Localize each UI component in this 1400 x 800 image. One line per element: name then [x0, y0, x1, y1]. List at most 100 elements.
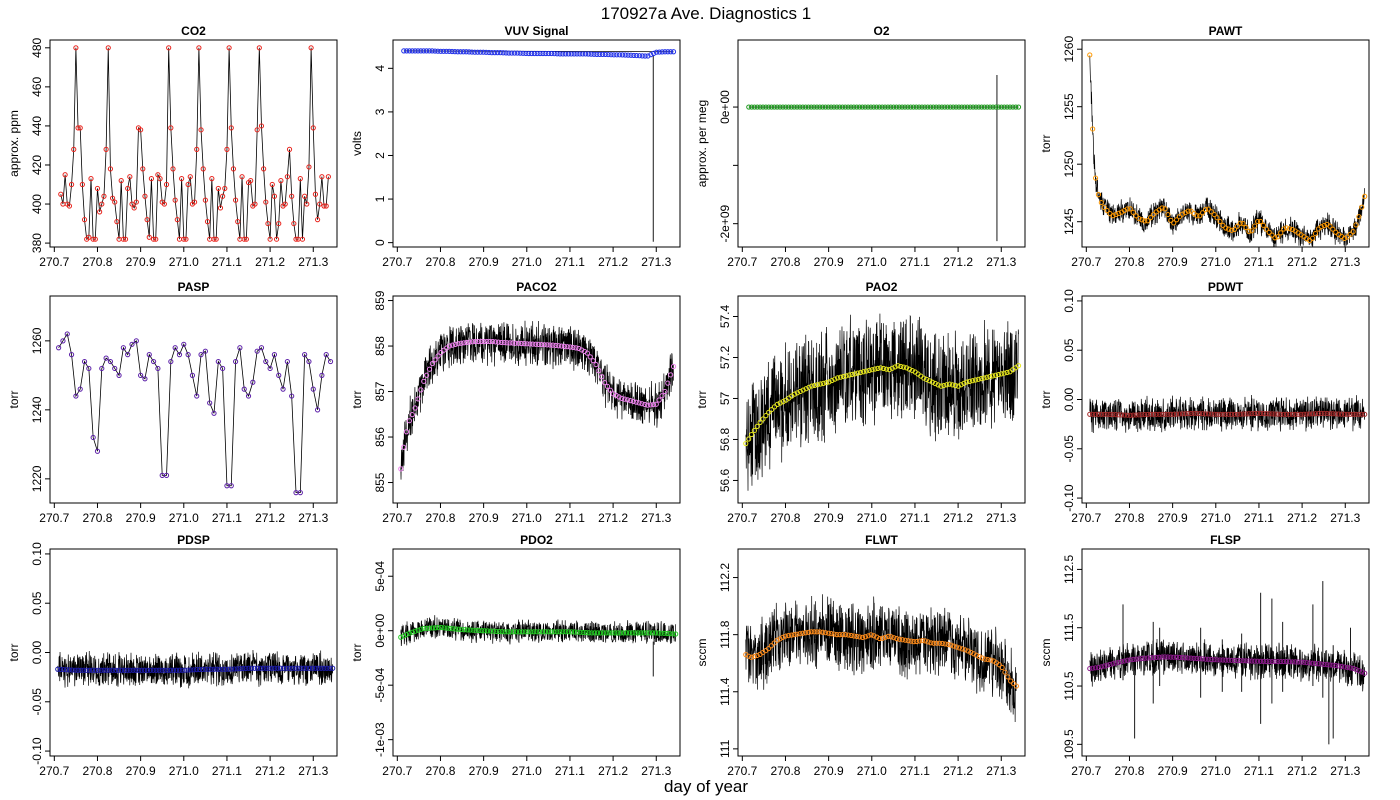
data-point	[1162, 654, 1168, 660]
data-point	[435, 48, 441, 54]
data-point	[77, 125, 83, 131]
data-point	[502, 629, 508, 635]
data-point	[934, 640, 940, 646]
data-point	[785, 632, 792, 639]
y-tick-label: 420	[30, 155, 44, 175]
data-point	[228, 666, 234, 672]
data-point	[1090, 411, 1096, 417]
data-point	[456, 626, 462, 632]
data-point	[1312, 411, 1319, 417]
data-point	[746, 436, 752, 442]
data-point	[952, 382, 958, 389]
data-point	[315, 665, 321, 671]
data-point	[1347, 665, 1353, 671]
panel-title: FLSP	[1210, 533, 1241, 547]
data-point	[194, 146, 200, 152]
data-point	[494, 50, 501, 56]
data-point	[520, 50, 526, 56]
data-point	[876, 104, 883, 110]
data-point	[1153, 411, 1159, 417]
data-point	[916, 638, 923, 644]
data-point	[599, 374, 605, 380]
data-point	[1110, 661, 1116, 667]
data-point	[942, 641, 948, 647]
data-point	[217, 205, 224, 211]
data-point	[1214, 215, 1220, 221]
data-point	[746, 104, 752, 110]
x-tick-label: 271.1	[1244, 255, 1274, 269]
data-point	[996, 104, 1002, 110]
trace-band	[1089, 55, 1366, 247]
data-point	[978, 376, 984, 382]
x-tick-label: 271.3	[1330, 255, 1360, 269]
data-point	[905, 104, 911, 110]
data-point	[1127, 412, 1133, 418]
data-point	[1197, 656, 1203, 662]
data-point	[469, 339, 476, 345]
data-point	[200, 166, 206, 172]
data-point	[546, 50, 552, 57]
data-point	[849, 371, 855, 378]
data-point	[1200, 411, 1206, 417]
y-tick-label: 0.05	[30, 591, 44, 615]
data-point	[1156, 411, 1162, 417]
data-point	[1095, 192, 1102, 198]
data-point	[820, 629, 826, 635]
data-point	[1194, 655, 1200, 662]
data-points	[398, 338, 677, 472]
data-point	[936, 640, 943, 646]
data-point	[458, 626, 465, 633]
data-point	[619, 52, 626, 58]
data-point	[1266, 658, 1272, 665]
data-point	[800, 104, 806, 110]
data-point	[878, 365, 884, 371]
data-point	[306, 665, 313, 671]
data-point	[1136, 412, 1142, 418]
data-point	[1168, 217, 1174, 223]
x-tick-label: 271.1	[1244, 511, 1274, 525]
data-point	[188, 667, 194, 673]
data-point	[609, 630, 615, 636]
data-point	[757, 104, 763, 110]
data-point	[1275, 234, 1281, 240]
y-tick-label: 859	[373, 290, 387, 310]
data-point	[421, 378, 427, 384]
data-point	[125, 185, 131, 192]
y-tick-label: 856	[373, 427, 387, 447]
data-point	[1234, 223, 1240, 229]
data-point	[1330, 662, 1336, 668]
x-tick-label: 270.7	[1071, 511, 1101, 525]
data-point	[213, 236, 219, 242]
x-tick-label: 271.3	[641, 511, 671, 525]
data-point	[1208, 209, 1214, 215]
data-point	[110, 667, 116, 673]
data-point	[90, 434, 96, 441]
data-point	[927, 104, 934, 110]
plot-body	[56, 331, 334, 496]
data-point	[600, 630, 606, 636]
data-point	[73, 45, 79, 51]
panel-title: CO2	[181, 24, 206, 38]
data-point	[207, 400, 213, 406]
data-point	[1269, 411, 1275, 417]
data-point	[284, 358, 290, 365]
y-tick-label: 57.2	[718, 345, 732, 369]
x-tick-label: 271.2	[598, 764, 628, 778]
data-point	[1237, 658, 1243, 664]
data-point	[606, 630, 612, 636]
panel-pawt: PAWT 270.7 270.8 270.9 271.0 271.1 271.2 271.3 1…	[1039, 24, 1370, 269]
data-point	[797, 631, 803, 637]
y-tick-label: 1	[373, 195, 387, 202]
data-point	[222, 185, 228, 192]
data-point	[484, 338, 490, 345]
data-point	[662, 49, 668, 55]
data-point	[754, 104, 760, 110]
y-tick-label: 1245	[1062, 208, 1076, 235]
data-point	[597, 630, 604, 636]
data-point	[81, 358, 88, 365]
data-point	[837, 632, 843, 638]
data-point	[1292, 411, 1298, 417]
data-point	[1330, 411, 1336, 417]
data-point	[582, 51, 589, 57]
data-point	[1176, 411, 1183, 417]
